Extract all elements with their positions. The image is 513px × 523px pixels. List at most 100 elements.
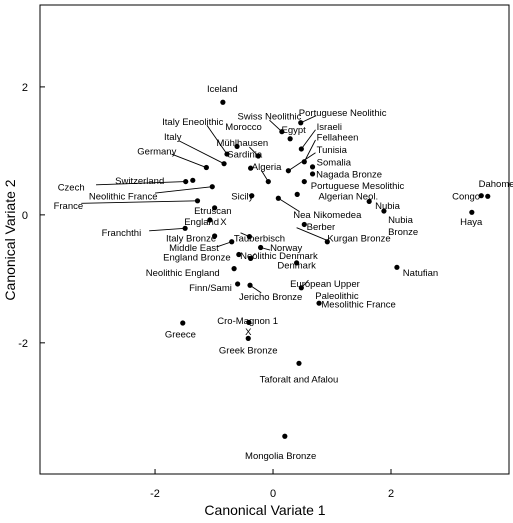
point-label-neolithic-denmark: Neolithic Denmark [240,251,318,262]
point-label-france: France [54,201,84,212]
point-switzerland [190,177,196,183]
point-neolithic-england [231,266,237,272]
point-england [207,217,213,223]
point-label-iceland: Iceland [207,84,238,95]
point-egypt [287,136,293,142]
point-label-european-upper-paleolithic: European Upper Paleolithic [290,279,360,302]
point-greece [180,320,186,326]
point-nea-nikomedea [275,195,281,201]
point-label-haya: Haya [460,217,483,228]
point-label-italy-eneolithic: Italy Eneolithic [162,117,224,128]
point-label-mesolithic-france: Mesolithic France [321,299,395,310]
point-algeria [265,178,271,185]
point-label-algeria: Algeria [252,162,282,173]
y-tick-label: -2 [18,338,28,350]
point-portuguese-neolithic [298,120,304,126]
point-label-tauberbisch: Tauberbisch [234,234,285,245]
point-taforalt-and-afalou [296,360,302,366]
point-italy [221,161,227,167]
point-label-x: X [220,217,227,228]
point-label-finn-sami: Finn/Sami [189,283,232,294]
x-axis-label: Canonical Variate 1 [204,502,325,518]
point-label-muhlhausen: Mühlhausen [216,138,268,149]
leader-line-italy [178,140,225,165]
point-israeli [298,146,304,152]
plot-frame [39,4,510,475]
leader-line-israeli [300,129,316,150]
leader-lines [81,115,328,304]
point-nagada-bronze [309,171,316,177]
x-tick-label: 2 [388,488,394,500]
leader-line-portuguese-neolithic [300,115,317,124]
point-mesolithic-france [316,300,322,306]
point-czech [183,178,189,185]
point-label-natufian: Natufian [403,268,438,279]
point-england-bronze [236,251,242,258]
point-label-sardinia: Sardinia [227,150,263,161]
point-label-somalia: Somalia [317,157,352,168]
point-label-greece: Greece [165,330,196,341]
point-middle-east [229,239,235,245]
x-tick-label: -2 [150,488,160,500]
point-label-norway: Norway [270,243,302,254]
y-tick-label: 2 [22,82,28,94]
point-label-taforalt-and-afalou: Taforalt and Afalou [260,374,339,385]
point-swiss-neolithic [279,129,285,135]
point-haya [469,209,475,215]
point-label-nea-nikomedea: Nea Nikomedea [293,210,362,221]
point-tunisia [285,168,291,174]
point-label-neolithic-france: Neolithic France [89,191,158,202]
point-european-upper-paleolithic [298,285,304,291]
point-label-neolithic-england: Neolithic England [146,268,220,279]
leader-line-franchthi [149,227,186,232]
point-iceland [220,99,226,105]
point-label-congo: Congo [452,191,480,202]
point-portuguese-mesolithic [301,178,307,185]
leader-line-kurgan-bronze [296,227,328,241]
point-label-italy-bronze: Italy Bronze [166,234,216,245]
point-morocco [234,143,240,150]
leader-line-czech [96,181,186,186]
point-sicily [249,193,255,199]
point-label-nubia: Nubia [375,201,401,212]
point-germany [203,164,209,171]
point-somalia [309,164,316,170]
point-label-x: X [245,327,252,338]
point-franchthi [182,225,188,231]
point-label-nagada-bronze: Nagada Bronze [316,170,382,181]
point-label-cro-magnon-1: Cro-Magnon 1 [217,316,278,327]
point-label-portuguese-neolithic: Portuguese Neolithic [299,108,387,119]
point-nubia [366,198,372,205]
point-label-kurgan-bronze: Kurgan Bronze [327,234,390,245]
point-greek-bronze [245,335,251,341]
point-label-italy: Italy [164,132,182,143]
point-mongolia-bronze [282,433,288,439]
point-label-switzerland: Switzerland [115,176,164,187]
point-label-berber: Berber [307,222,336,233]
x-tick-label: 0 [270,488,276,500]
point-natufian [394,264,400,270]
point-label-england: England [184,217,219,228]
point-congo [478,193,484,199]
point-neolithic-france [209,184,215,190]
point-finn-sami [235,281,241,287]
point-label-dahomey: Dahomey [479,179,513,190]
point-label-germany: Germany [137,147,176,158]
point-label-sicily: Sicily [231,191,253,202]
point-label-jericho-bronze: Jericho Bronze [239,292,302,303]
point-label-tunisia: Tunisia [317,145,348,156]
leader-line-neolithic-france [154,186,213,194]
point-denmark [294,260,300,266]
point-tauberbisch [246,234,253,240]
point-label-morocco: Morocco [225,122,261,133]
point-muhlhausen [255,153,261,159]
leader-line-italy-eneolithic [206,125,228,155]
point-label-middle-east: Middle East [169,243,219,254]
point-label-swiss-neolithic: Swiss Neolithic [238,111,302,122]
point-label-nubia-bronze: Nubia Bronze [388,215,418,238]
point-berber [301,221,307,228]
point-etruscan [212,205,218,211]
leader-line-nea-nikomedea [278,197,300,213]
